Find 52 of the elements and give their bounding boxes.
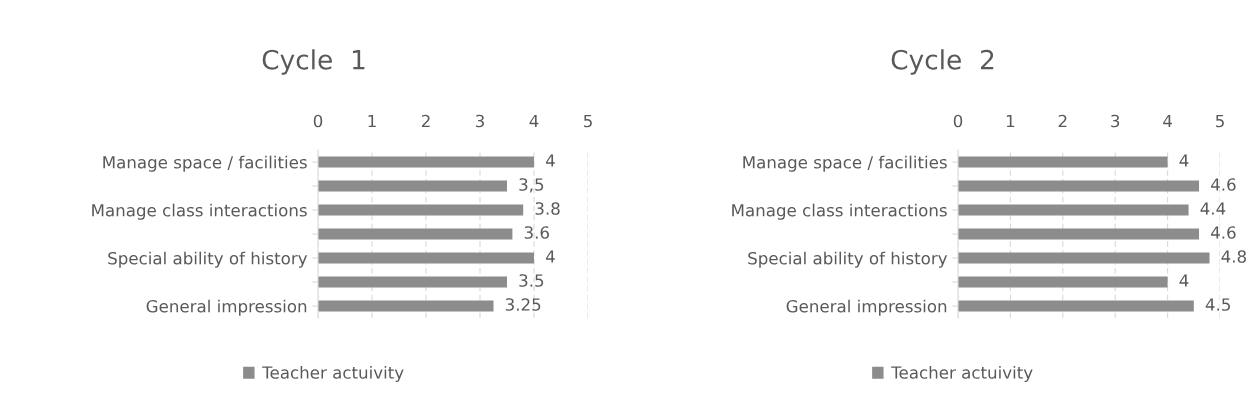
bar bbox=[318, 180, 507, 192]
bar bbox=[318, 252, 534, 264]
data-label: 3,5 bbox=[519, 178, 544, 193]
y-tick-label: Manage space / facilities bbox=[743, 155, 947, 172]
x-tick-label: 5 bbox=[1215, 114, 1224, 128]
bar bbox=[318, 276, 507, 288]
bar bbox=[958, 180, 1200, 192]
bar bbox=[958, 204, 1189, 216]
x-tick-label: 3 bbox=[1111, 114, 1120, 128]
legend-label: Teacher actuivity bbox=[891, 365, 1033, 383]
bar bbox=[318, 300, 494, 312]
bar bbox=[958, 276, 1168, 288]
y-tick-label: Manage class interactions bbox=[732, 203, 947, 220]
y-tick-label: Special ability of history bbox=[748, 251, 948, 268]
x-tick-label: 2 bbox=[1058, 114, 1067, 128]
y-tick-label: Special ability of history bbox=[108, 251, 308, 268]
x-tick-label: 0 bbox=[953, 114, 963, 128]
bar bbox=[318, 204, 524, 216]
x-tick-label: 1 bbox=[1006, 114, 1015, 128]
data-label: 4.5 bbox=[1205, 298, 1230, 311]
bar bbox=[958, 300, 1194, 312]
data-label: 4.8 bbox=[1221, 250, 1246, 263]
x-tick-label: 1 bbox=[368, 114, 376, 128]
data-label: 3.8 bbox=[535, 202, 560, 215]
data-label: 3.6 bbox=[524, 226, 549, 239]
data-label: 3.25 bbox=[505, 298, 541, 311]
bar bbox=[318, 228, 513, 240]
x-tick-label: 0 bbox=[313, 114, 323, 128]
y-tick-label: Manage space / facilities bbox=[103, 155, 307, 172]
x-tick-label: 4 bbox=[529, 114, 539, 128]
y-tick-label: General impression bbox=[786, 299, 947, 316]
data-label: 4.6 bbox=[1210, 178, 1236, 191]
y-tick-label: General impression bbox=[146, 299, 307, 316]
data-label: 3.5 bbox=[519, 274, 544, 287]
data-label: 4 bbox=[1179, 154, 1189, 167]
y-tick-label: Manage class interactions bbox=[92, 203, 307, 220]
legend-label: Teacher actuivity bbox=[262, 365, 404, 383]
bar bbox=[958, 156, 1168, 168]
bar bbox=[318, 156, 534, 168]
data-label: 4.6 bbox=[1210, 226, 1236, 239]
data-label: 4 bbox=[1179, 274, 1189, 287]
x-tick-label: 5 bbox=[583, 114, 592, 128]
x-tick-label: 3 bbox=[475, 114, 484, 128]
data-label: 4 bbox=[545, 154, 555, 167]
bar bbox=[958, 252, 1210, 264]
x-tick-label: 4 bbox=[1163, 114, 1172, 128]
chart-title: Cycle 2 bbox=[891, 49, 994, 75]
data-label: 4 bbox=[545, 250, 555, 263]
x-tick-label: 2 bbox=[421, 114, 430, 128]
bar bbox=[958, 228, 1200, 240]
chart-title: Cycle 1 bbox=[262, 49, 365, 75]
data-label: 4.4 bbox=[1200, 202, 1226, 215]
